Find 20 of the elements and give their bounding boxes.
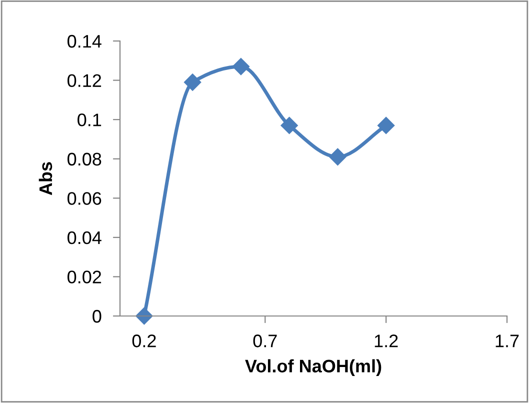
point bbox=[280, 116, 298, 134]
y-tick-label: 0.06 bbox=[68, 192, 102, 205]
point bbox=[378, 116, 395, 134]
y-tick-label: 0.1 bbox=[78, 114, 102, 126]
y-tick-label: 0.08 bbox=[68, 152, 102, 166]
y-tick-label: 0.14 bbox=[68, 34, 102, 48]
y-tick-label: 0 bbox=[92, 310, 102, 323]
y-axis-title: Abs bbox=[38, 162, 52, 196]
point bbox=[184, 74, 202, 91]
point bbox=[136, 307, 153, 325]
point bbox=[329, 148, 346, 166]
x-tick-label: 1.7 bbox=[496, 334, 519, 348]
y-tick-label: 0.04 bbox=[68, 231, 102, 244]
y-tick-label: 0.02 bbox=[68, 270, 102, 284]
y-tick-label: 0.12 bbox=[68, 74, 102, 88]
x-tick-label: 0.7 bbox=[253, 334, 277, 348]
x-tick-label: 1.2 bbox=[374, 334, 398, 348]
x-tick-label: 0.2 bbox=[132, 334, 156, 348]
point bbox=[232, 58, 250, 76]
x-axis-title: Vol.of NaOH(ml) bbox=[245, 359, 382, 376]
